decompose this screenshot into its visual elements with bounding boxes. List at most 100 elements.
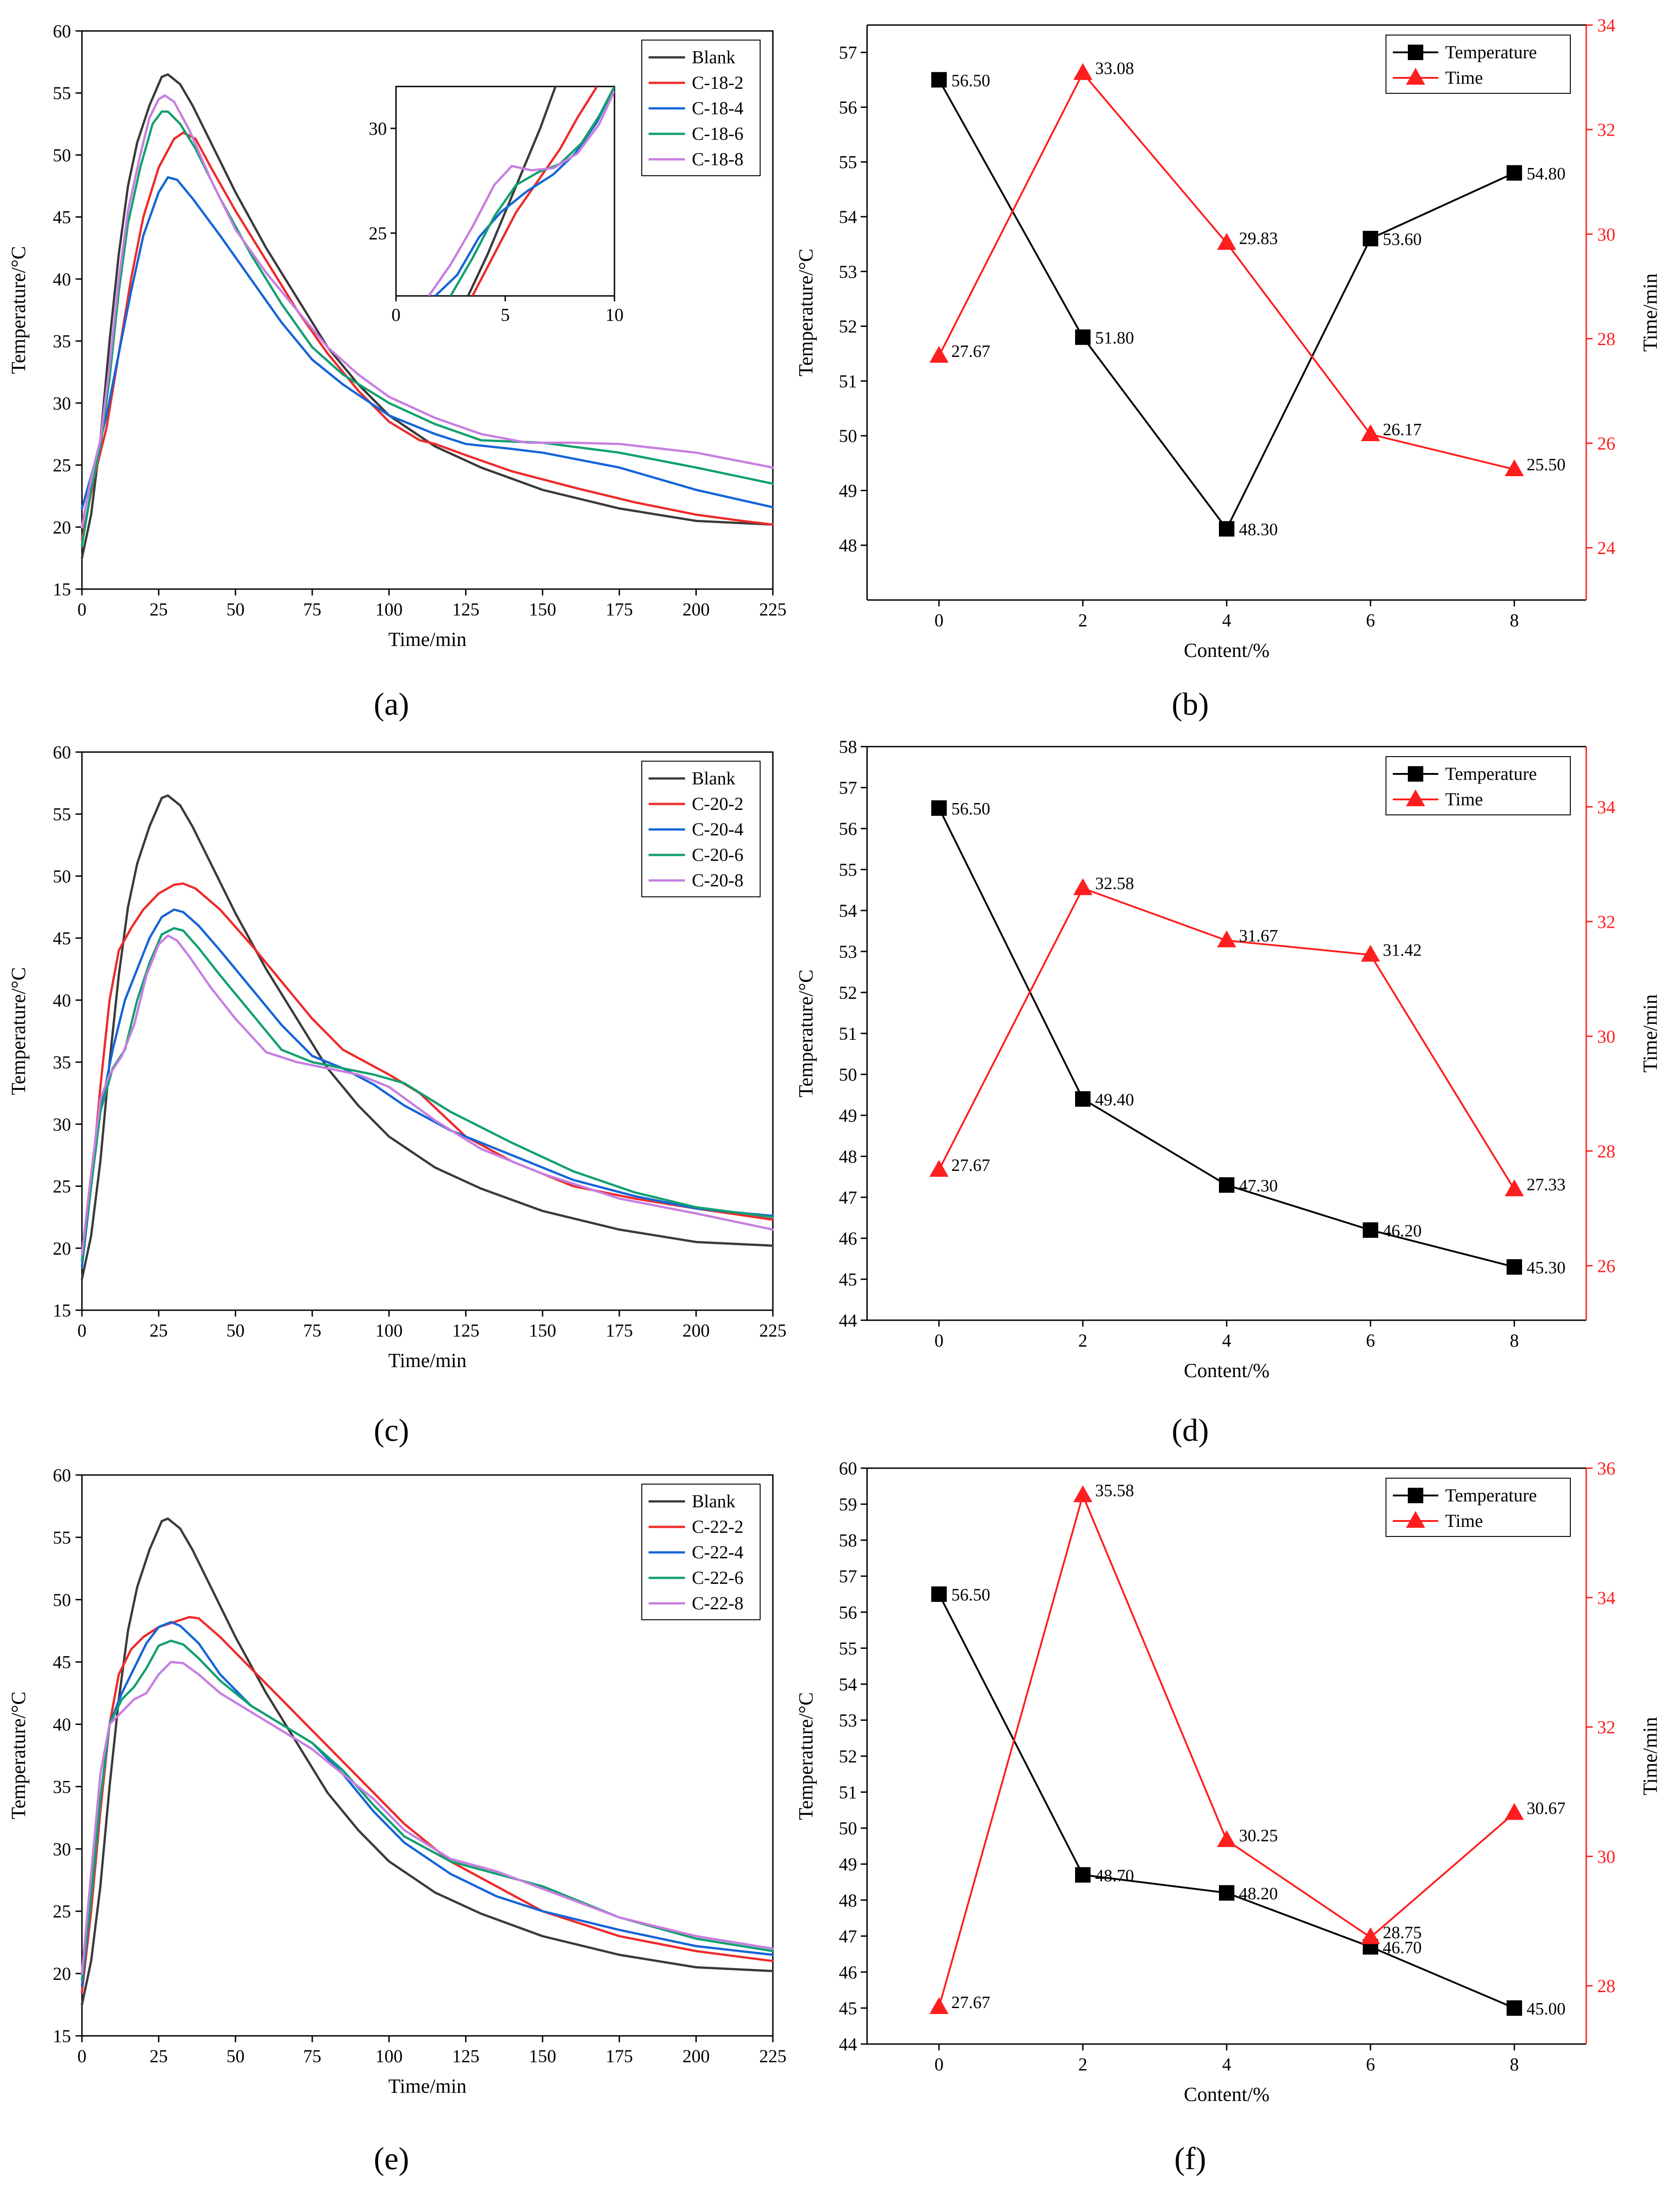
legend-entry-c: C-20-8 <box>692 870 743 890</box>
legend-entry-c: C-20-6 <box>692 844 743 865</box>
time-marker-d <box>1361 945 1380 962</box>
x-tick-label-f: 8 <box>1510 2054 1519 2075</box>
panel-d: 0 2 4 6 844454647484950515253545556575826283… <box>795 737 1661 1382</box>
x-axis-label-d: Content/% <box>1184 1359 1269 1382</box>
y-tick-label-d: 44 <box>839 1310 857 1331</box>
x-tick-label-b: 8 <box>1510 610 1519 631</box>
y-tick-label-f: 47 <box>839 1926 857 1947</box>
y-tick-label-c: 15 <box>53 1300 71 1321</box>
y-tick-label-f: 46 <box>839 1962 857 1983</box>
x-tick-label-a: 50 <box>226 599 244 620</box>
time-data-label-d: 27.33 <box>1527 1175 1566 1195</box>
time-marker-d <box>1073 878 1092 895</box>
y-tick-label-f: 48 <box>839 1890 857 1911</box>
legend-entry-temperature-d: Temperature <box>1445 763 1537 784</box>
time-marker-d <box>1217 930 1236 947</box>
panel-label-b: (b) <box>1172 687 1209 722</box>
temperature-data-label-b: 48.30 <box>1239 520 1278 539</box>
temperature-data-label-f: 45.00 <box>1527 1999 1566 2019</box>
x-tick-label-d: 2 <box>1078 1330 1087 1351</box>
y-tick-label-c: 35 <box>53 1052 71 1073</box>
x-tick-label-e: 75 <box>303 2046 321 2066</box>
y-tick-label-f: 54 <box>839 1674 857 1694</box>
inset-series-line-a-0 <box>467 86 557 296</box>
x-tick-label-c: 50 <box>226 1320 244 1341</box>
time-marker-f <box>1073 1485 1092 1502</box>
time-data-label-b: 26.17 <box>1383 420 1422 439</box>
temperature-marker-d <box>1507 1259 1522 1275</box>
temperature-data-label-d: 45.30 <box>1527 1258 1566 1277</box>
y2-tick-label-b: 28 <box>1597 329 1615 349</box>
y-tick-label-c: 50 <box>53 866 71 886</box>
time-marker-f <box>1361 1927 1380 1944</box>
legend-entry-c: Blank <box>692 768 736 788</box>
y-axis-label-e: Temperature/°C <box>7 1692 30 1820</box>
series-line-c-3 <box>81 927 774 1262</box>
y-tick-label-a: 30 <box>53 393 71 413</box>
x-tick-label-f: 6 <box>1366 2054 1375 2075</box>
y-tick-label-a: 55 <box>53 83 71 103</box>
y-tick-label-b: 56 <box>839 97 857 117</box>
x-tick-label-a: 100 <box>376 599 403 620</box>
inset-y-tick-label-a: 25 <box>369 223 387 244</box>
temperature-marker-b <box>1075 329 1091 345</box>
time-marker-b <box>929 346 949 363</box>
inset-x-tick-label-a: 0 <box>391 305 401 325</box>
y-tick-label-d: 52 <box>839 982 857 1003</box>
y2-axis-label-f: Time/min <box>1639 1717 1661 1795</box>
y-tick-label-b: 50 <box>839 426 857 446</box>
panel-f: 0 2 4 6 844454647484950515253545556575859602… <box>795 1458 1661 2106</box>
temperature-data-label-f: 56.50 <box>951 1586 990 1605</box>
x-tick-label-c: 200 <box>682 1320 710 1341</box>
y-tick-label-b: 48 <box>839 535 857 556</box>
time-data-label-b: 29.83 <box>1239 229 1278 248</box>
y-tick-label-f: 55 <box>839 1638 857 1658</box>
x-tick-label-e: 150 <box>529 2046 556 2066</box>
y-tick-label-c: 30 <box>53 1114 71 1134</box>
temperature-marker-f <box>931 1586 947 1602</box>
legend-entry-temperature-b: Temperature <box>1445 42 1537 62</box>
y-tick-label-a: 15 <box>53 579 71 600</box>
y2-tick-label-f: 36 <box>1597 1458 1615 1479</box>
y-tick-label-f: 60 <box>839 1458 857 1479</box>
legend-entry-e: C-22-6 <box>692 1567 743 1588</box>
legend-marker-temperature-b <box>1408 45 1423 60</box>
time-data-label-d: 31.42 <box>1383 941 1422 960</box>
y-tick-label-c: 25 <box>53 1176 71 1197</box>
y-axis-label-b: Temperature/°C <box>795 249 817 376</box>
temperature-data-label-b: 53.60 <box>1383 230 1422 249</box>
series-line-a-2 <box>81 176 774 510</box>
legend-entry-temperature-f: Temperature <box>1445 1485 1537 1505</box>
y-tick-label-e: 15 <box>53 2026 71 2046</box>
time-data-label-f: 28.75 <box>1383 1923 1422 1942</box>
panel-label-a: (a) <box>374 687 409 722</box>
y-tick-label-d: 45 <box>839 1269 857 1290</box>
y2-tick-label-b: 34 <box>1597 15 1615 36</box>
time-marker-f <box>1505 1803 1524 1820</box>
series-line-c-4 <box>81 934 774 1256</box>
legend-entry-c: C-20-4 <box>692 819 743 839</box>
inset-x-tick-label-a: 10 <box>605 305 624 325</box>
y2-tick-label-d: 26 <box>1597 1256 1615 1276</box>
time-marker-d <box>1505 1179 1524 1196</box>
panel-c: 0 25 50 75 100 125 150 175 200 225 15 20 25 30 35 40 45 5… <box>7 742 787 1372</box>
inset-y-tick-label-a: 30 <box>369 118 387 139</box>
plot-frame-a <box>81 30 774 590</box>
x-tick-label-e: 25 <box>150 2046 168 2066</box>
y-tick-label-a: 50 <box>53 145 71 165</box>
legend-marker-temperature-d <box>1408 766 1423 782</box>
y-tick-label-a: 25 <box>53 455 71 476</box>
x-tick-label-b: 6 <box>1366 610 1375 631</box>
temperature-marker-f <box>1507 2000 1522 2016</box>
legend-entry-time-b: Time <box>1445 67 1483 88</box>
legend-entry-a: C-18-4 <box>692 98 743 118</box>
y-tick-label-d: 48 <box>839 1146 857 1167</box>
x-tick-label-a: 25 <box>150 599 168 620</box>
time-marker-d <box>929 1160 949 1177</box>
temperature-marker-b <box>1507 165 1522 181</box>
x-tick-label-d: 0 <box>934 1330 944 1351</box>
y-tick-label-f: 57 <box>839 1566 857 1587</box>
y-tick-label-e: 25 <box>53 1901 71 1922</box>
y-tick-label-d: 55 <box>839 860 857 880</box>
